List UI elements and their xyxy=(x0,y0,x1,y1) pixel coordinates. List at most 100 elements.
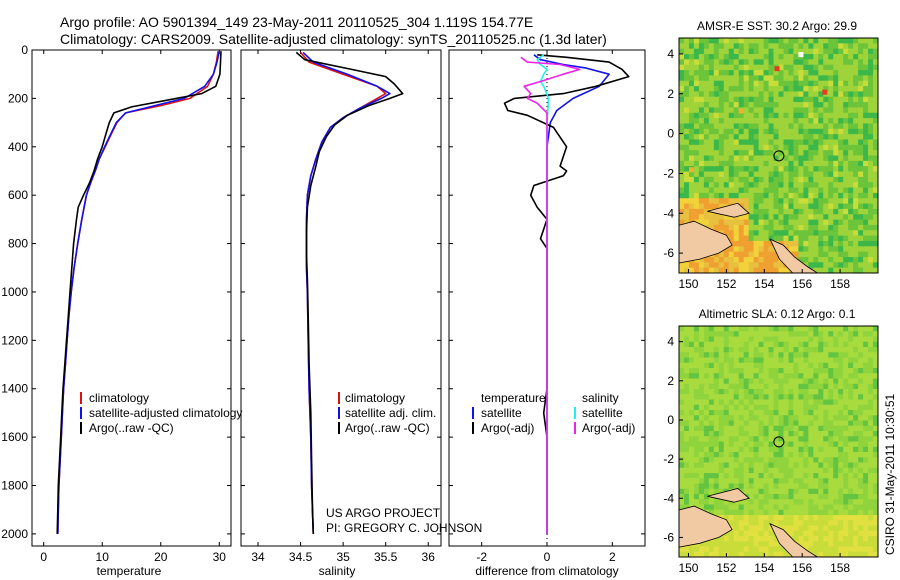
map-cell xyxy=(868,467,874,474)
map-cell xyxy=(763,473,769,479)
map-cell xyxy=(679,198,685,204)
map-cell xyxy=(679,123,685,130)
map-cell xyxy=(708,112,715,119)
map-cell xyxy=(738,91,745,98)
map-cell xyxy=(858,362,864,369)
map-cell xyxy=(738,144,745,151)
map-cell xyxy=(783,326,789,332)
map-cell xyxy=(853,420,859,427)
map-cell xyxy=(763,441,769,448)
map-cell xyxy=(853,541,859,547)
map-cell xyxy=(723,362,730,369)
map-cell xyxy=(683,452,690,458)
map-cell xyxy=(693,128,700,135)
map-cell xyxy=(708,38,715,44)
map-cell xyxy=(733,378,740,385)
map-cell xyxy=(783,441,789,448)
map-cell xyxy=(798,192,804,199)
map-cell xyxy=(808,504,814,511)
map-cell xyxy=(708,541,715,547)
map-cell xyxy=(753,383,760,390)
sst-map-ytick-label: 4 xyxy=(667,47,674,61)
map-cell xyxy=(778,373,784,379)
map-cell xyxy=(768,446,774,453)
map-cell xyxy=(813,171,819,178)
map-cell xyxy=(698,203,705,210)
map-cell xyxy=(843,160,849,167)
map-cell xyxy=(803,499,809,505)
map-cell xyxy=(863,80,869,87)
map-cell xyxy=(713,457,720,463)
map-cell xyxy=(703,457,710,463)
map-cell xyxy=(763,107,769,114)
map-cell xyxy=(679,267,685,274)
map-cell xyxy=(833,415,839,421)
map-cell xyxy=(838,134,844,140)
map-cell xyxy=(783,224,789,231)
sst-map-xtick-label: 156 xyxy=(792,277,812,291)
map-cell xyxy=(743,123,750,130)
map-cell xyxy=(713,48,720,55)
map-cell xyxy=(758,336,764,343)
map-cell xyxy=(743,530,750,537)
map-cell xyxy=(748,467,755,474)
map-cell xyxy=(728,102,735,108)
map-cell xyxy=(763,160,769,167)
map-cell xyxy=(833,389,839,395)
map-cell xyxy=(838,240,844,247)
map-cell xyxy=(743,420,750,427)
map-cell xyxy=(828,504,834,511)
map-cell xyxy=(743,499,750,505)
map-cell xyxy=(748,262,755,269)
map-cell xyxy=(763,139,769,146)
map-cell xyxy=(843,525,849,532)
map-cell xyxy=(748,530,755,537)
map-cell xyxy=(738,368,745,374)
map-cell xyxy=(778,473,784,479)
map-cell xyxy=(748,224,755,231)
map-cell xyxy=(768,483,774,490)
map-cell xyxy=(778,192,784,199)
map-cell xyxy=(703,410,710,416)
map-cell xyxy=(793,64,799,71)
map-cell xyxy=(743,373,750,379)
map-cell xyxy=(683,134,690,140)
map-cell xyxy=(818,198,824,204)
map-cell xyxy=(823,420,829,427)
map-cell xyxy=(763,331,769,337)
map-cell xyxy=(798,182,804,188)
map-cell xyxy=(713,389,720,395)
map-cell xyxy=(838,551,844,558)
map-cell xyxy=(723,352,730,358)
map-cell xyxy=(748,499,755,505)
map-cell xyxy=(693,483,700,490)
map-cell xyxy=(818,118,824,124)
map-cell xyxy=(808,38,814,44)
map-cell xyxy=(798,91,804,98)
map-cell xyxy=(858,441,864,448)
map-cell xyxy=(783,478,789,484)
map-cell xyxy=(818,326,824,332)
map-cell xyxy=(853,331,859,337)
map-cell xyxy=(798,240,804,247)
map-cell xyxy=(828,123,834,130)
map-cell xyxy=(679,389,685,395)
map-cell xyxy=(858,219,864,226)
map-cell xyxy=(683,326,690,332)
map-cell xyxy=(793,139,799,146)
map-cell xyxy=(778,75,784,82)
map-cell xyxy=(818,75,824,82)
map-cell xyxy=(718,536,725,542)
map-cell xyxy=(783,128,789,135)
map-cell xyxy=(738,462,745,469)
map-cell xyxy=(703,420,710,427)
map-cell xyxy=(683,415,690,421)
map-cell xyxy=(718,541,725,547)
map-cell xyxy=(848,431,854,437)
map-cell xyxy=(698,331,705,337)
map-cell xyxy=(813,134,819,140)
map-cell xyxy=(768,198,774,204)
map-cell xyxy=(763,504,769,511)
map-cell xyxy=(813,352,819,358)
map-cell xyxy=(868,504,874,511)
